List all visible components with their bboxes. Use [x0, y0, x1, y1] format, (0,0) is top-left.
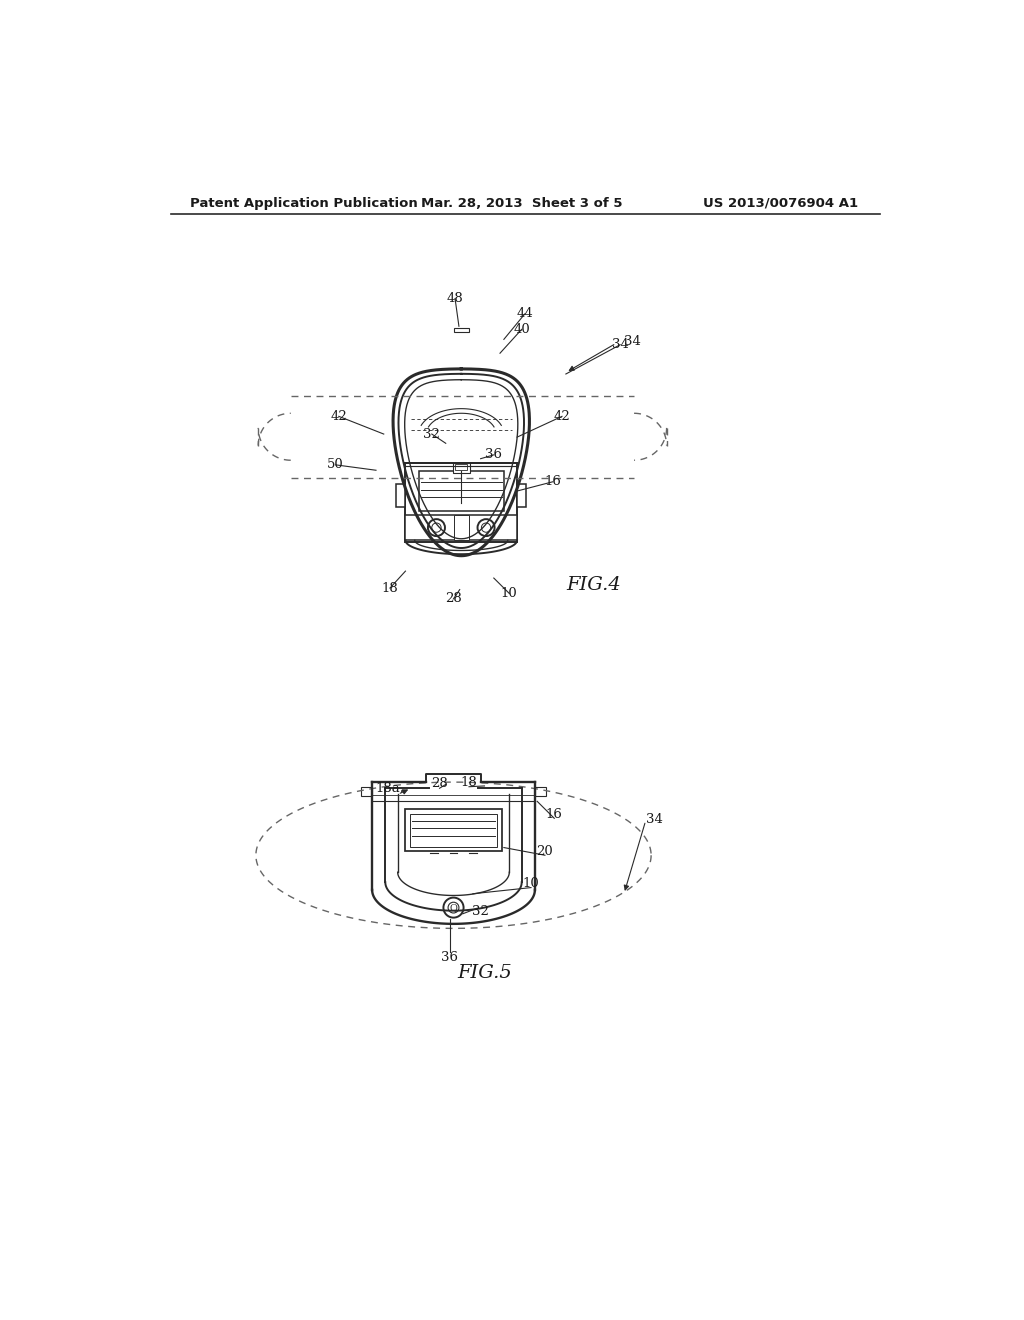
- Text: 10: 10: [501, 587, 518, 601]
- Text: Patent Application Publication: Patent Application Publication: [190, 197, 418, 210]
- Text: 42: 42: [554, 409, 570, 422]
- Circle shape: [449, 903, 459, 913]
- Bar: [455, 465, 467, 470]
- Text: 34: 34: [646, 813, 663, 825]
- Text: 48: 48: [446, 292, 464, 305]
- Text: 18: 18: [461, 776, 477, 788]
- Text: 34: 34: [624, 335, 641, 348]
- Circle shape: [477, 519, 495, 536]
- Bar: [361, 787, 372, 796]
- Text: 32: 32: [423, 428, 440, 441]
- Text: 28: 28: [431, 777, 447, 791]
- Text: 34: 34: [611, 338, 629, 351]
- Text: 42: 42: [331, 409, 347, 422]
- Bar: [453, 463, 470, 473]
- Text: 20: 20: [537, 845, 553, 858]
- Text: 18: 18: [382, 582, 398, 594]
- Circle shape: [432, 523, 441, 532]
- Text: 36: 36: [485, 449, 503, 462]
- Text: 10: 10: [522, 878, 540, 890]
- Text: 28: 28: [445, 593, 462, 606]
- Bar: [454, 327, 469, 331]
- Bar: [517, 484, 526, 507]
- Text: 36: 36: [441, 952, 458, 964]
- Bar: [396, 484, 406, 507]
- Text: 40: 40: [513, 323, 530, 335]
- Text: Q: Q: [450, 903, 458, 912]
- Text: 18a.: 18a.: [376, 781, 404, 795]
- Bar: [406, 463, 517, 543]
- Bar: [410, 813, 497, 847]
- Circle shape: [481, 523, 490, 532]
- Bar: [406, 515, 517, 540]
- Circle shape: [428, 519, 445, 536]
- Text: 16: 16: [546, 808, 562, 821]
- Text: Mar. 28, 2013  Sheet 3 of 5: Mar. 28, 2013 Sheet 3 of 5: [421, 197, 623, 210]
- Bar: [419, 471, 504, 511]
- Bar: [454, 515, 469, 540]
- Text: US 2013/0076904 A1: US 2013/0076904 A1: [703, 197, 858, 210]
- Text: 16: 16: [545, 475, 561, 488]
- Text: 44: 44: [516, 308, 534, 321]
- Bar: [535, 787, 546, 796]
- Bar: [406, 809, 502, 851]
- Text: FIG.4: FIG.4: [566, 576, 621, 594]
- Text: FIG.5: FIG.5: [458, 965, 512, 982]
- Text: 32: 32: [472, 906, 489, 917]
- Text: 50: 50: [328, 458, 344, 471]
- Circle shape: [443, 898, 464, 917]
